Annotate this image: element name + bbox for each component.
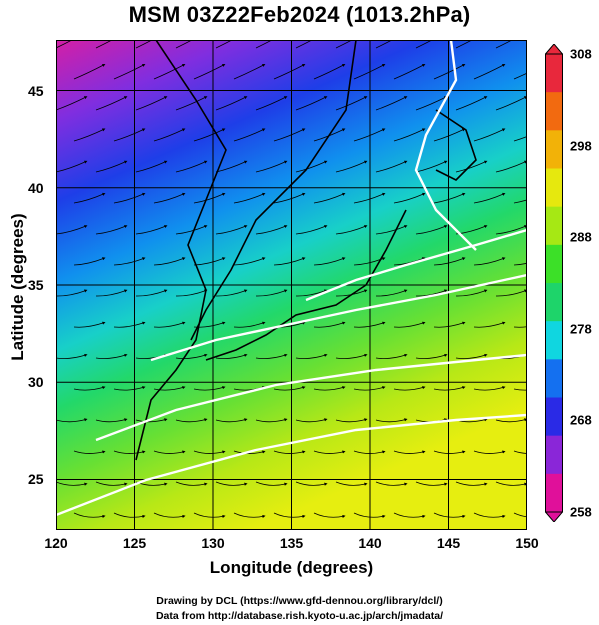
isotherms	[56, 40, 527, 517]
colorbar-min-arrow	[545, 511, 563, 522]
x-tick-label: 145	[436, 535, 461, 551]
y-tick-label: 25	[28, 471, 44, 488]
x-tick-label: 125	[122, 535, 147, 551]
colorbar-segment	[545, 206, 563, 246]
colorbar-tick-label: 278	[570, 321, 592, 337]
colorbar-segment	[545, 168, 563, 208]
colorbar-segment	[545, 473, 563, 513]
colorbar-segment	[545, 321, 563, 360]
coastlines	[135, 40, 477, 461]
colorbar-tick-label: 258	[570, 504, 592, 520]
colorbar-segment	[545, 244, 563, 284]
colorbar-tick-label: 308	[570, 46, 592, 62]
map-title: MSM 03Z22Feb2024 (1013.2hPa)	[128, 2, 471, 27]
colorbar-segment	[545, 397, 563, 437]
colorbar-segment	[545, 435, 563, 475]
colorbar-segment	[545, 92, 563, 131]
x-tick-label: 140	[358, 535, 382, 551]
y-tick-label: 35	[28, 277, 44, 293]
colorbar	[545, 44, 563, 522]
colorbar-segment	[545, 359, 563, 398]
map-plot	[56, 40, 527, 530]
credit-data: Data from http://database.rish.kyoto-u.a…	[155, 610, 444, 622]
colorbar-max-arrow	[545, 44, 563, 55]
y-tick-label: 30	[28, 374, 44, 391]
y-tick-label: 40	[28, 179, 44, 196]
x-tick-label: 135	[279, 535, 304, 551]
x-tick-label: 150	[515, 535, 539, 551]
x-tick-label: 130	[201, 535, 225, 551]
colorbar-tick-label: 298	[570, 138, 592, 154]
lat-lon-grid	[56, 40, 527, 530]
credit-drawing: Drawing by DCL (https://www.gfd-dennou.o…	[156, 595, 443, 607]
y-tick-label: 45	[28, 82, 44, 99]
x-axis-label: Longitude (degrees)	[209, 558, 374, 577]
colorbar-tick-label: 268	[570, 412, 592, 428]
x-tick-label: 120	[44, 535, 68, 551]
y-axis-label: Latitude (degrees)	[8, 213, 27, 361]
colorbar-tick-label: 288	[570, 229, 592, 245]
colorbar-segment	[545, 283, 563, 322]
colorbar-segment	[545, 54, 563, 93]
colorbar-segment	[545, 130, 563, 169]
